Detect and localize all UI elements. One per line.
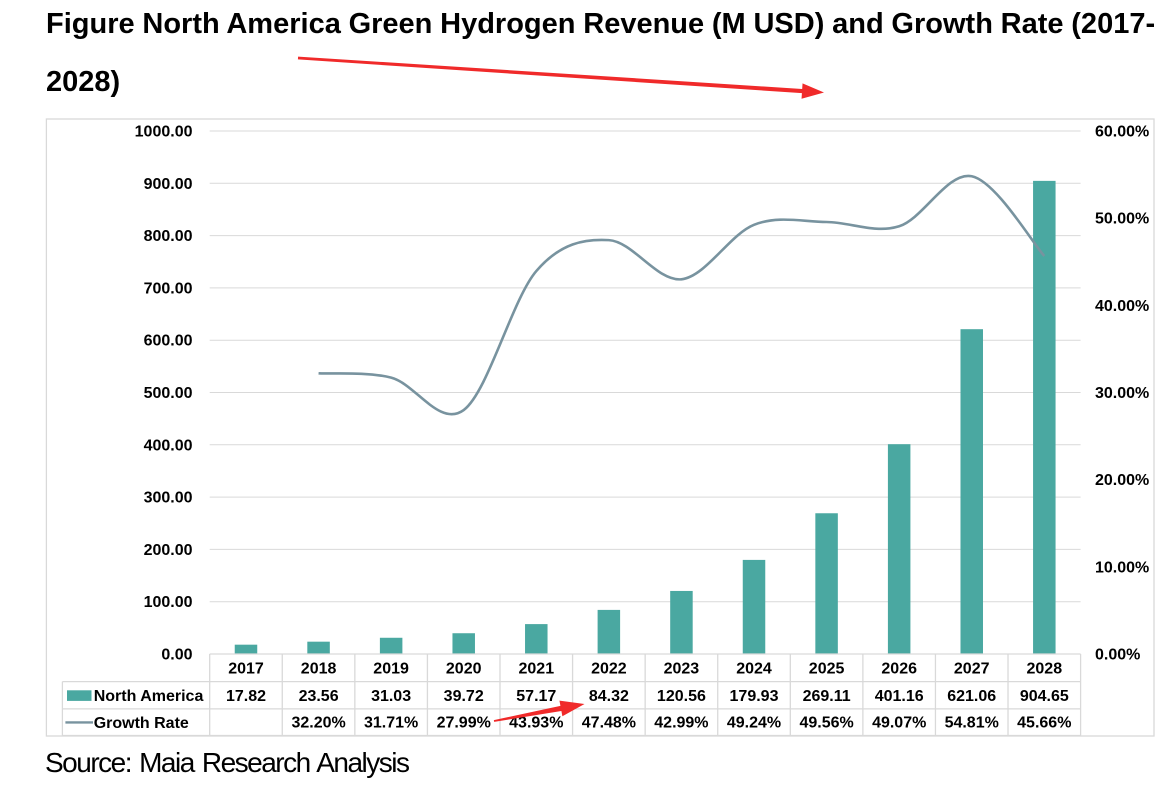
svg-text:43.93%: 43.93% [509,715,563,732]
svg-text:49.07%: 49.07% [872,715,926,732]
svg-text:2021: 2021 [519,660,555,677]
svg-text:2027: 2027 [954,660,990,677]
svg-text:269.11: 269.11 [803,688,851,705]
svg-text:700.00: 700.00 [144,280,193,297]
svg-text:50.00%: 50.00% [1095,211,1149,228]
svg-text:2022: 2022 [591,660,627,677]
svg-text:84.32: 84.32 [589,688,629,705]
svg-text:2028: 2028 [1027,660,1063,677]
svg-text:17.82: 17.82 [226,688,266,705]
svg-text:300.00: 300.00 [144,490,193,507]
svg-text:200.00: 200.00 [144,542,193,559]
svg-text:31.71%: 31.71% [364,715,418,732]
svg-text:0.00: 0.00 [161,647,192,664]
svg-text:10.00%: 10.00% [1095,559,1149,576]
svg-text:401.16: 401.16 [875,688,924,705]
svg-text:2019: 2019 [373,660,409,677]
svg-text:2024: 2024 [736,660,772,677]
svg-text:2018: 2018 [301,660,337,677]
svg-text:45.66%: 45.66% [1017,715,1071,732]
svg-text:27.99%: 27.99% [437,715,491,732]
svg-text:1000.00: 1000.00 [135,124,193,141]
svg-text:900.00: 900.00 [144,176,193,193]
svg-text:47.48%: 47.48% [582,715,636,732]
svg-text:20.00%: 20.00% [1095,472,1149,489]
svg-text:40.00%: 40.00% [1095,298,1149,315]
svg-text:30.00%: 30.00% [1095,385,1149,402]
svg-text:0.00%: 0.00% [1095,647,1140,664]
svg-text:120.56: 120.56 [657,688,706,705]
svg-text:2023: 2023 [664,660,700,677]
svg-text:2017: 2017 [228,660,264,677]
svg-text:49.56%: 49.56% [799,715,853,732]
svg-text:North America: North America [94,688,204,705]
svg-text:800.00: 800.00 [144,228,193,245]
svg-text:904.65: 904.65 [1020,688,1069,705]
svg-text:31.03: 31.03 [371,688,411,705]
svg-text:57.17: 57.17 [516,688,556,705]
svg-text:49.24%: 49.24% [727,715,781,732]
svg-text:39.72: 39.72 [444,688,484,705]
svg-text:2025: 2025 [809,660,845,677]
svg-text:2020: 2020 [446,660,482,677]
svg-text:400.00: 400.00 [144,437,193,454]
svg-text:179.93: 179.93 [730,688,779,705]
svg-text:54.81%: 54.81% [945,715,999,732]
svg-text:23.56: 23.56 [299,688,339,705]
svg-text:Growth Rate: Growth Rate [94,715,189,732]
svg-text:60.00%: 60.00% [1095,124,1149,141]
svg-text:32.20%: 32.20% [291,715,345,732]
svg-text:2026: 2026 [881,660,917,677]
svg-text:600.00: 600.00 [144,333,193,350]
svg-text:500.00: 500.00 [144,385,193,402]
svg-text:100.00: 100.00 [144,594,193,611]
svg-text:621.06: 621.06 [947,688,996,705]
svg-text:42.99%: 42.99% [654,715,708,732]
